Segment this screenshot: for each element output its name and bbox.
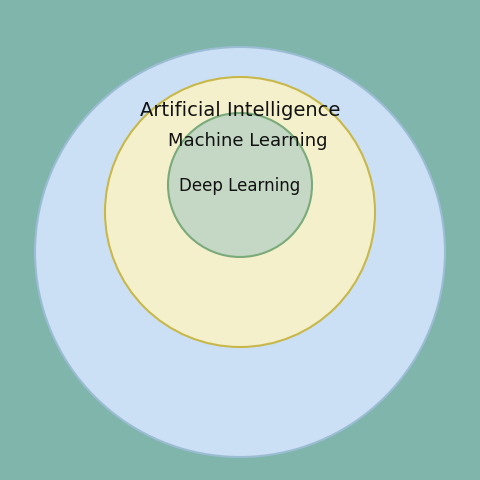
Circle shape <box>168 114 312 257</box>
Text: Artificial Intelligence: Artificial Intelligence <box>140 101 339 120</box>
Circle shape <box>105 78 374 347</box>
Text: Machine Learning: Machine Learning <box>168 132 327 150</box>
Text: Deep Learning: Deep Learning <box>179 177 300 194</box>
Circle shape <box>35 48 444 457</box>
